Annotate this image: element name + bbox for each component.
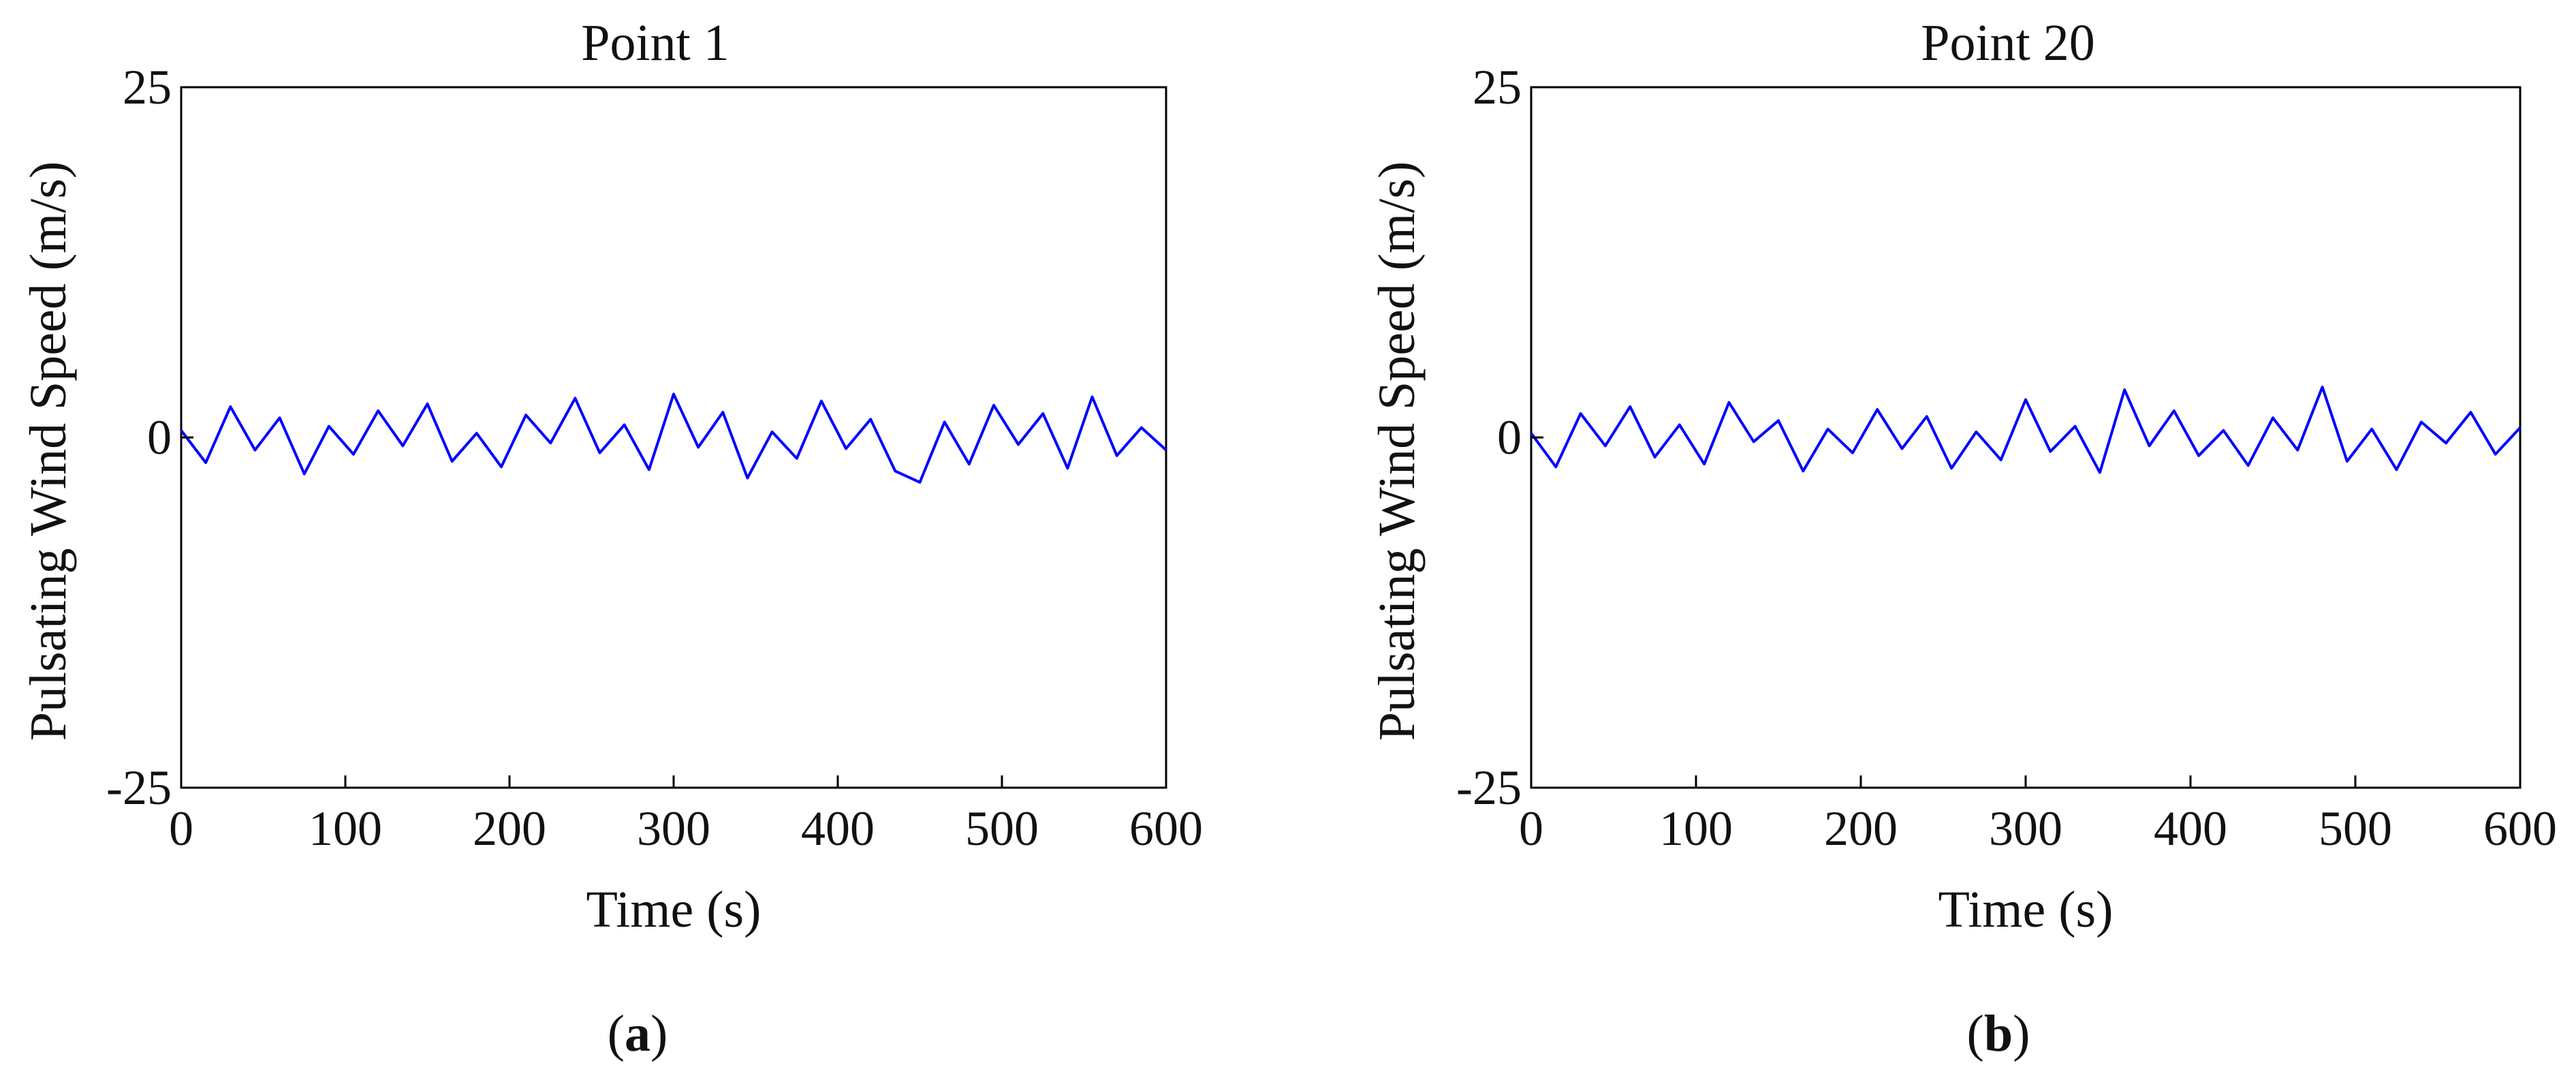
x-ticks: 0 100 200 300 400 500 600 <box>1519 775 2557 856</box>
plot-frame <box>1530 86 2522 789</box>
subfigure-label-close: ) <box>650 1005 667 1062</box>
x-axis-label: Time (s) <box>1938 881 2114 938</box>
x-tick-label: 500 <box>2319 801 2392 856</box>
subfigure-label: (b) <box>1967 1005 2030 1062</box>
subfigure-label-letter: a <box>625 1005 650 1062</box>
y-ticks: -25 0 25 <box>106 60 193 815</box>
x-tick-label: 100 <box>1659 801 1733 856</box>
x-axis-label: Time (s) <box>586 881 761 938</box>
subfigure-label-letter: b <box>1984 1005 2013 1062</box>
x-tick-label: 400 <box>801 801 875 856</box>
x-tick-label: 300 <box>1989 801 2062 856</box>
subfigure-label-close: ) <box>2013 1005 2030 1062</box>
y-tick-label: 25 <box>1473 60 1522 114</box>
y-ticks: -25 0 25 <box>1456 60 1543 815</box>
chart-title: Point 20 <box>1921 14 2095 72</box>
subfigure-label: (a) <box>608 1005 668 1062</box>
x-tick-label: 600 <box>2483 801 2557 856</box>
panel-a: Point 1 Pulsating Wind Speed (m/s) 0 100 2… <box>20 14 1203 1062</box>
y-tick-label: 0 <box>1497 410 1522 465</box>
series-line <box>180 392 1167 484</box>
x-ticks: 0 100 200 300 400 500 600 <box>169 775 1203 856</box>
x-tick-label: 100 <box>309 801 382 856</box>
chart-title: Point 1 <box>581 14 729 72</box>
x-tick-label: 500 <box>965 801 1039 856</box>
x-tick-label: 600 <box>1129 801 1203 856</box>
x-tick-label: 200 <box>473 801 546 856</box>
x-tick-label: 0 <box>169 801 193 856</box>
series-line <box>1530 386 2522 474</box>
y-tick-label: 0 <box>147 410 172 465</box>
y-tick-label: -25 <box>1456 760 1522 815</box>
y-axis-label: Pulsating Wind Speed (m/s) <box>20 161 77 741</box>
panel-b: Point 20 Pulsating Wind Speed (m/s) 0 100… <box>1368 14 2557 1062</box>
series-layer <box>180 392 1167 484</box>
x-tick-label: 400 <box>2154 801 2227 856</box>
plot-frame <box>180 86 1167 789</box>
y-axis-label: Pulsating Wind Speed (m/s) <box>1368 161 1426 741</box>
y-tick-label: -25 <box>106 760 172 815</box>
subfigure-label-open: ( <box>608 1005 625 1062</box>
x-tick-label: 200 <box>1824 801 1898 856</box>
x-tick-label: 0 <box>1519 801 1543 856</box>
subfigure-label-open: ( <box>1967 1005 1984 1062</box>
y-tick-label: 25 <box>123 60 172 114</box>
series-layer <box>1530 386 2522 474</box>
x-tick-label: 300 <box>637 801 710 856</box>
